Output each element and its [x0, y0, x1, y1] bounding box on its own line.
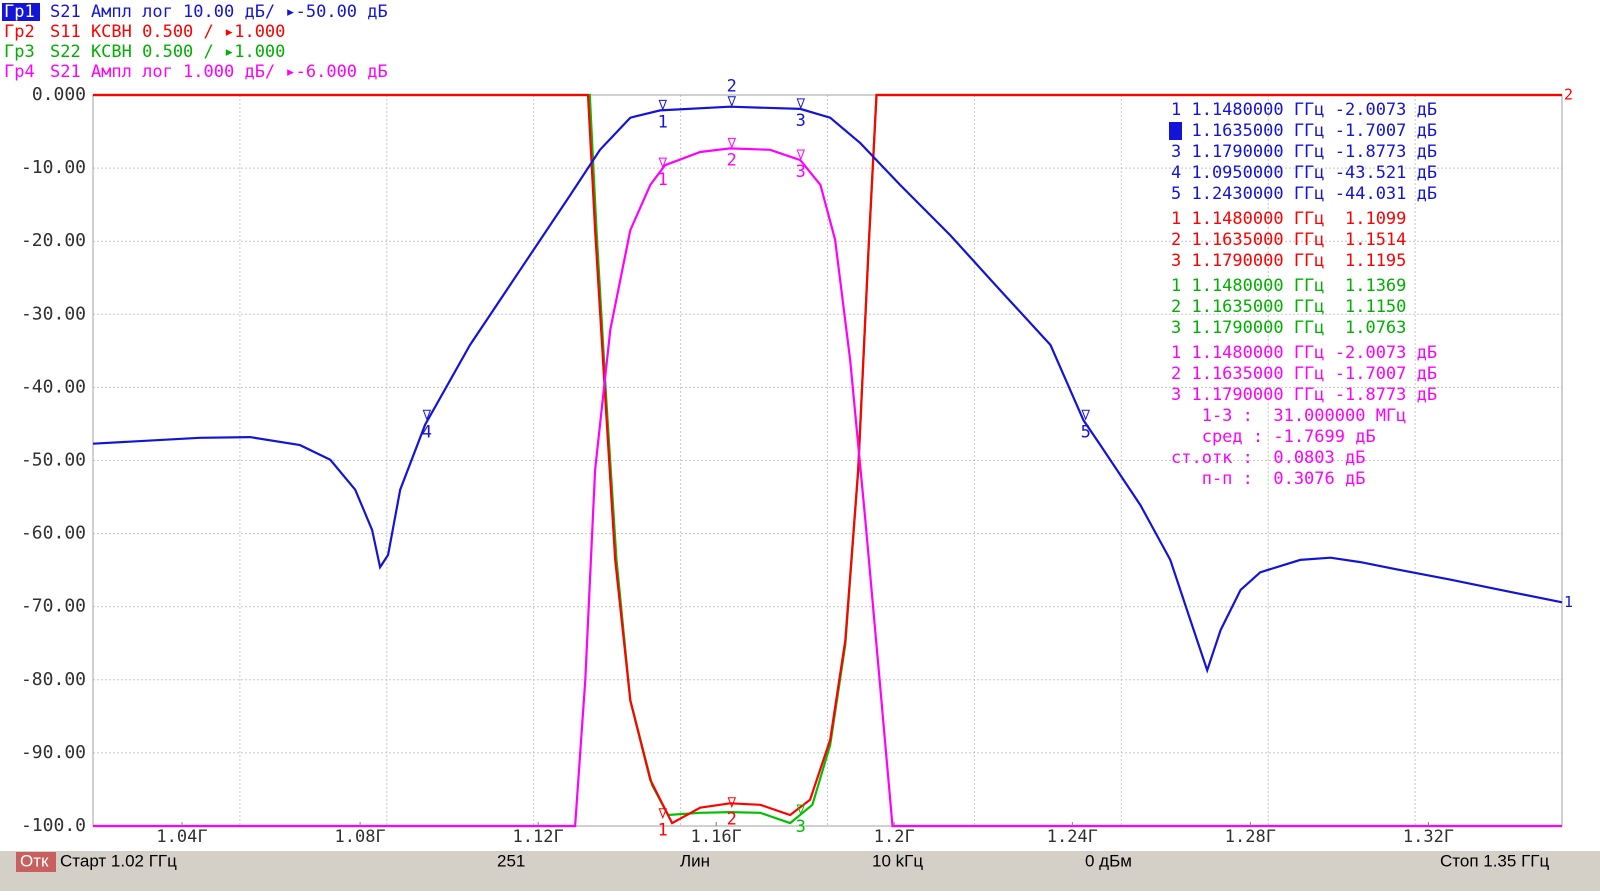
x-tick-label: 1.28Г	[1225, 827, 1276, 847]
marker	[658, 157, 668, 169]
marker-row: 1-3 : 31.000000 МГц	[1171, 406, 1406, 426]
status-item: Отк	[20, 851, 49, 870]
status-item: Стоп 1.35 ГГц	[1440, 851, 1549, 870]
trace	[93, 147, 1562, 828]
status-item: 10 kГц	[872, 851, 923, 870]
marker	[796, 98, 806, 110]
marker-label: 2	[727, 810, 737, 830]
marker-row: 1 1.1480000 ГГц 1.1369	[1171, 276, 1406, 296]
trace-label: Гр3	[4, 42, 35, 62]
marker-row: 2 1.1635000 ГГц -1.7007 дБ	[1171, 364, 1437, 384]
marker-row: 3 1.1790000 ГГц 1.1195	[1171, 251, 1406, 271]
y-tick-label: 0.000	[32, 84, 86, 105]
status-bar	[0, 851, 1600, 891]
marker-row: 1 1.1480000 ГГц -2.0073 дБ	[1171, 100, 1437, 120]
marker-label: 2	[727, 150, 737, 170]
marker-row: сред : -1.7699 дБ	[1171, 427, 1376, 447]
y-tick-label: -80.00	[21, 669, 86, 690]
marker-label: 3	[796, 817, 806, 837]
y-tick-label: -70.00	[21, 596, 86, 617]
texts: 0.000 -10.00 -20.00 -30.00 -40.00 -50.00 -60.0…	[2, 2, 1573, 872]
marker-row: 1 1.1480000 ГГц 1.1099	[1171, 209, 1406, 229]
trace-settings: S21 Ампл лог 1.000 дБ/ ▸-6.000 дБ	[50, 62, 388, 82]
trace	[92, 105, 1563, 674]
trace-label: Гр1	[4, 2, 35, 22]
trace-settings: S21 Ампл лог 10.00 дБ/ ▸-50.00 дБ	[50, 2, 388, 22]
marker	[727, 96, 737, 108]
marker-row: 5 1.2430000 ГГц -44.031 дБ	[1171, 184, 1437, 204]
status-item: Лин	[680, 851, 710, 870]
marker-label: 1	[658, 170, 668, 190]
marker-row: 2 1.1635000 ГГц 1.1150	[1171, 297, 1406, 317]
marker-row: ст.отк : 0.0803 дБ	[1171, 448, 1365, 468]
marker-row: 3 1.1790000 ГГц -1.8773 дБ	[1171, 385, 1437, 405]
marker-row: 2 1.1635000 ГГц -1.7007 дБ	[1171, 121, 1437, 141]
y-tick-label: -90.00	[21, 742, 86, 763]
marker-label: 1	[658, 821, 668, 841]
marker	[422, 409, 432, 421]
marker	[1081, 409, 1090, 421]
marker-label: 3	[796, 162, 806, 182]
y-tick-label: -50.00	[21, 450, 86, 471]
status-item: 0 дБм	[1085, 851, 1132, 870]
marker-label: 2	[727, 77, 737, 97]
y-tick-label: -30.00	[21, 303, 86, 324]
x-tick-label: 1.12Г	[513, 827, 564, 847]
marker-label: 1	[658, 112, 668, 132]
marker	[658, 808, 668, 820]
y-tick-label: -10.00	[21, 157, 86, 178]
marker-row: 1 1.1480000 ГГц -2.0073 дБ	[1171, 343, 1437, 363]
marker	[658, 99, 668, 111]
marker-label: 4	[422, 422, 432, 442]
y-tick-label: -100.0	[21, 815, 86, 836]
x-tick-label: 1.24Г	[1047, 827, 1098, 847]
x-tick-label: 1.04Г	[156, 827, 207, 847]
marker-row: 4 1.0950000 ГГц -43.521 дБ	[1171, 163, 1437, 183]
ref-label: 2	[1564, 86, 1573, 104]
marker-row: п-п : 0.3076 дБ	[1171, 469, 1365, 489]
marker	[796, 149, 806, 161]
marker-label: 3	[796, 111, 806, 131]
marker-label: 5	[1081, 422, 1091, 442]
marker	[727, 797, 737, 809]
trace-label: Гр4	[4, 62, 35, 82]
x-tick-label: 1.32Г	[1403, 827, 1454, 847]
marker-row: 3 1.1790000 ГГц -1.8773 дБ	[1171, 142, 1437, 162]
ref-label: 1	[1564, 593, 1573, 611]
status-item: 251	[497, 851, 525, 870]
y-tick-label: -20.00	[21, 230, 86, 251]
status-flag	[16, 852, 56, 872]
marker-row: 2 1.1635000 ГГц 1.1514	[1171, 230, 1406, 250]
marker-row: 3 1.1790000 ГГц 1.0763	[1171, 318, 1406, 338]
plot-frame	[92, 94, 1563, 827]
active-marker-box	[1169, 122, 1182, 140]
trace-settings: S11 КСВН 0.500 / ▸1.000	[50, 22, 285, 42]
y-tick-label: -40.00	[21, 376, 86, 397]
x-tick-label: 1.08Г	[334, 827, 385, 847]
traces	[92, 93, 1563, 828]
trace-label: Гр2	[4, 22, 35, 42]
status-item: Старт 1.02 ГГц	[60, 851, 177, 870]
marker	[796, 804, 806, 816]
trace-settings: S22 КСВН 0.500 / ▸1.000	[50, 42, 285, 62]
x-tick-label: 1.2Г	[874, 827, 915, 847]
y-tick-label: -60.00	[21, 523, 86, 544]
x-tick-label: 1.16Г	[691, 827, 742, 847]
active-trace-box	[2, 3, 40, 21]
marker	[727, 137, 737, 149]
